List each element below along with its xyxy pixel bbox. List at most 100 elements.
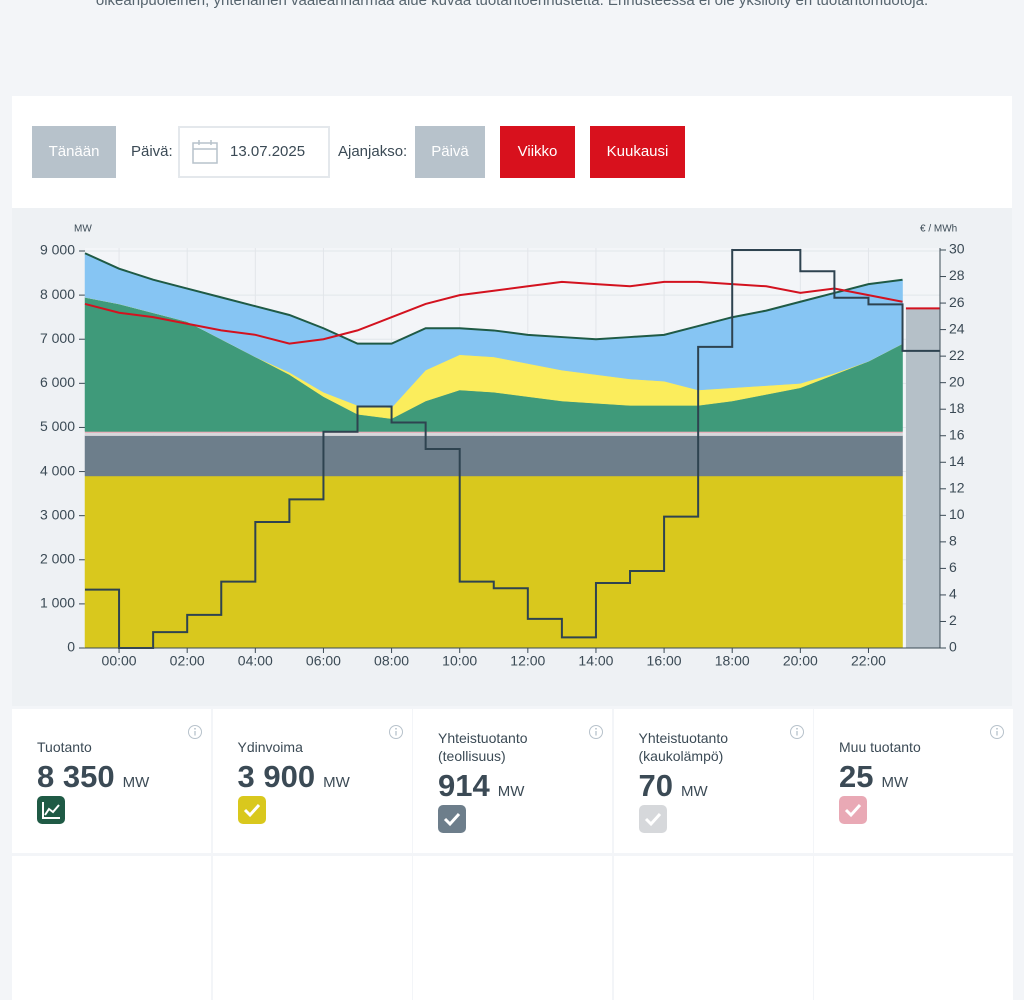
stat-card: Tuotanto 8 350 MW — [12, 709, 211, 853]
y2-tick-label: 10 — [949, 506, 965, 522]
y2-tick-label: 8 — [949, 533, 957, 549]
card-unit: MW — [680, 783, 708, 800]
info-icon[interactable] — [989, 724, 1005, 745]
card-title: Yhteistuotanto (teollisuus) — [438, 730, 528, 764]
forecast-area — [905, 308, 940, 648]
x-tick-label: 16:00 — [647, 653, 682, 669]
y2-tick-label: 0 — [949, 639, 957, 655]
area — [84, 432, 903, 436]
card-icon — [638, 805, 667, 833]
x-tick-label: 04:00 — [238, 653, 273, 669]
card-value: 914 MW — [438, 768, 524, 804]
y-tick-label: 2 000 — [40, 550, 75, 566]
stat-card — [814, 856, 1013, 1000]
y2-tick-label: 24 — [949, 320, 965, 336]
card-icon — [438, 805, 466, 833]
y-tick-label: 0 — [67, 639, 75, 655]
info-icon[interactable] — [789, 724, 805, 745]
info-icon[interactable] — [388, 724, 404, 745]
stat-card — [413, 856, 612, 1000]
stat-card — [12, 856, 211, 1000]
card-value: 25 MW — [839, 759, 908, 795]
card-title: Tuotanto — [37, 739, 92, 755]
y-tick-label: 1 000 — [40, 595, 75, 611]
y2-tick-label: 2 — [949, 612, 957, 628]
stat-card — [613, 856, 813, 1000]
card-number: 70 — [638, 768, 673, 803]
y2-tick-label: 28 — [949, 267, 965, 283]
area — [84, 475, 903, 649]
x-tick-label: 18:00 — [715, 653, 750, 669]
card-icon — [37, 796, 65, 824]
info-icon[interactable] — [588, 724, 604, 745]
y-unit: MW — [74, 224, 92, 235]
y2-tick-label: 14 — [949, 453, 965, 469]
card-value: 70 MW — [639, 768, 708, 804]
y2-tick-label: 30 — [949, 241, 965, 257]
card-title: Yhteistuotanto (kaukolämpö) — [638, 730, 729, 764]
today-button[interactable]: Tänään — [32, 126, 116, 178]
card-number: 25 — [839, 759, 874, 794]
period-label: Ajanjakso: — [338, 143, 408, 160]
x-tick-label: 22:00 — [851, 653, 886, 669]
y2-tick-label: 26 — [949, 294, 965, 310]
y-tick-label: 4 000 — [40, 462, 75, 478]
card-unit: MW — [881, 774, 909, 791]
card-unit: MW — [497, 783, 525, 800]
y2-tick-label: 20 — [949, 373, 965, 389]
stat-card: Ydinvoima 3 900 MW — [212, 709, 412, 853]
card-number: 914 — [438, 768, 490, 803]
date-input[interactable]: 13.07.2025 — [178, 126, 330, 178]
y2-tick-label: 12 — [949, 480, 965, 496]
info-icon[interactable] — [187, 724, 203, 745]
chart-panel: 00:00 02:00 04:00 06:00 08:00 10:00 12:00 14:00… — [12, 208, 1012, 706]
area-edge — [84, 252, 903, 345]
y2-tick-label: 4 — [949, 586, 957, 602]
y2-tick-label: 22 — [949, 347, 965, 363]
period-button[interactable]: Viikko — [500, 126, 575, 178]
card-title: Muu tuotanto — [839, 739, 921, 755]
y-tick-label: 5 000 — [40, 418, 75, 434]
card-number: 8 350 — [37, 759, 115, 794]
area — [84, 435, 903, 477]
y2-unit: € / MWh — [920, 224, 957, 235]
card-unit: MW — [323, 774, 350, 791]
card-icon — [237, 796, 266, 824]
x-tick-label: 12:00 — [510, 653, 545, 669]
y-tick-label: 7 000 — [40, 330, 75, 346]
card-number: 3 900 — [237, 759, 316, 794]
y-tick-label: 9 000 — [40, 242, 75, 258]
date-value: 13.07.2025 — [230, 143, 306, 160]
x-tick-label: 00:00 — [102, 653, 137, 669]
date-label: Päivä: — [131, 143, 173, 160]
y2-tick-label: 6 — [949, 559, 957, 575]
price-step — [85, 249, 940, 649]
x-tick-label: 20:00 — [783, 653, 818, 669]
calendar-icon — [192, 140, 218, 164]
controls-panel: Tänään Päivä: 13.07.2025 Ajanjakso: Päiv… — [12, 96, 1012, 208]
y-tick-label: 8 000 — [40, 286, 75, 302]
x-tick-label: 08:00 — [374, 653, 409, 669]
y2-tick-label: 16 — [949, 426, 965, 442]
card-value: 8 350 MW — [37, 759, 149, 795]
stat-card — [212, 856, 412, 1000]
y-tick-label: 3 000 — [40, 506, 75, 522]
stat-card: Yhteistuotanto (teollisuus) 914 MW — [413, 709, 612, 853]
period-button[interactable]: Päivä — [415, 126, 485, 178]
x-tick-label: 06:00 — [306, 653, 341, 669]
x-tick-label: 02:00 — [170, 653, 205, 669]
card-value: 3 900 MW — [238, 759, 350, 795]
card-icon — [839, 796, 867, 824]
page: oikeanpuoleinen, yhtenäinen vaaleanharma… — [12, 0, 1013, 1000]
y2-tick-label: 18 — [949, 400, 965, 416]
x-tick-label: 14:00 — [578, 653, 613, 669]
stat-card: Muu tuotanto 25 MW — [814, 709, 1013, 853]
intro-text: oikeanpuoleinen, yhtenäinen vaaleanharma… — [95, 0, 929, 9]
x-tick-label: 10:00 — [442, 653, 477, 669]
card-unit: MW — [122, 774, 150, 791]
stat-card: Yhteistuotanto (kaukolämpö) 70 MW — [613, 709, 813, 853]
line — [84, 280, 903, 345]
card-title: Ydinvoima — [237, 739, 303, 755]
period-button[interactable]: Kuukausi — [590, 126, 685, 178]
y-tick-label: 6 000 — [40, 374, 75, 390]
